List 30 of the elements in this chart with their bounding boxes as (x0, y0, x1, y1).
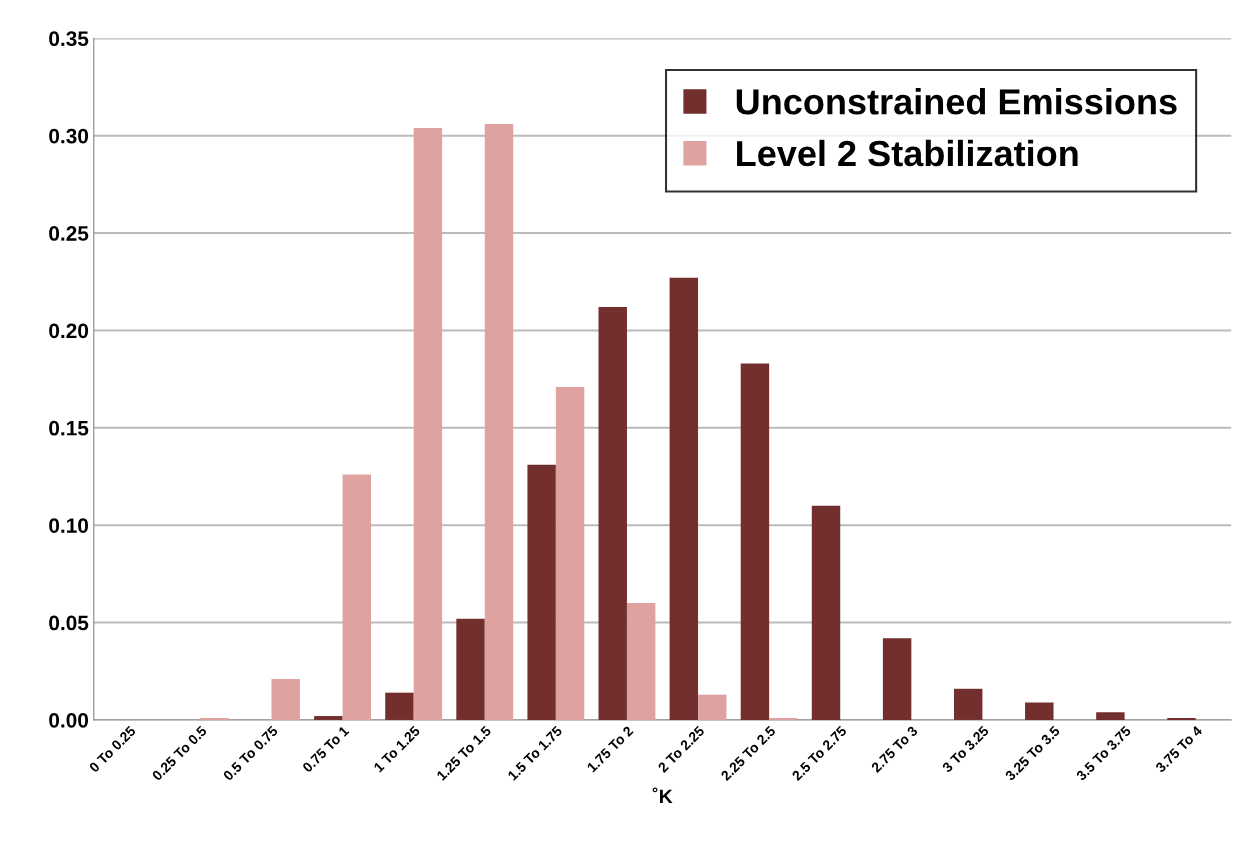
bar (342, 474, 372, 720)
bar (740, 363, 770, 720)
y-tick-label: 0.05 (49, 615, 89, 631)
legend-label: Level 2 Stabilization (737, 139, 1078, 167)
bar (953, 688, 983, 720)
bar (811, 505, 841, 720)
legend-label: Unconstrained Emissions (736, 88, 1177, 115)
bar (271, 679, 300, 720)
bar (385, 692, 414, 720)
y-tick-label: 0.10 (49, 518, 89, 533)
y-tick-label: 0.25 (49, 226, 89, 241)
bar (1025, 702, 1054, 720)
bar (413, 127, 443, 720)
bar (1096, 712, 1125, 720)
bar (527, 464, 556, 720)
bar (484, 124, 514, 720)
bar (626, 603, 656, 720)
y-tick-label: 0.15 (49, 420, 89, 436)
bar (669, 277, 699, 720)
y-tick-label: 0.35 (49, 31, 89, 47)
bar (698, 694, 727, 720)
y-tick-label: 0.30 (49, 128, 89, 144)
bar (456, 618, 485, 720)
bar (314, 716, 343, 720)
bar (882, 638, 912, 720)
y-tick-label: 0.20 (49, 323, 89, 339)
bar (598, 307, 627, 720)
y-tick-label: 0.00 (49, 712, 89, 728)
bar (555, 386, 585, 720)
x-axis-title: ˚K (652, 787, 673, 804)
